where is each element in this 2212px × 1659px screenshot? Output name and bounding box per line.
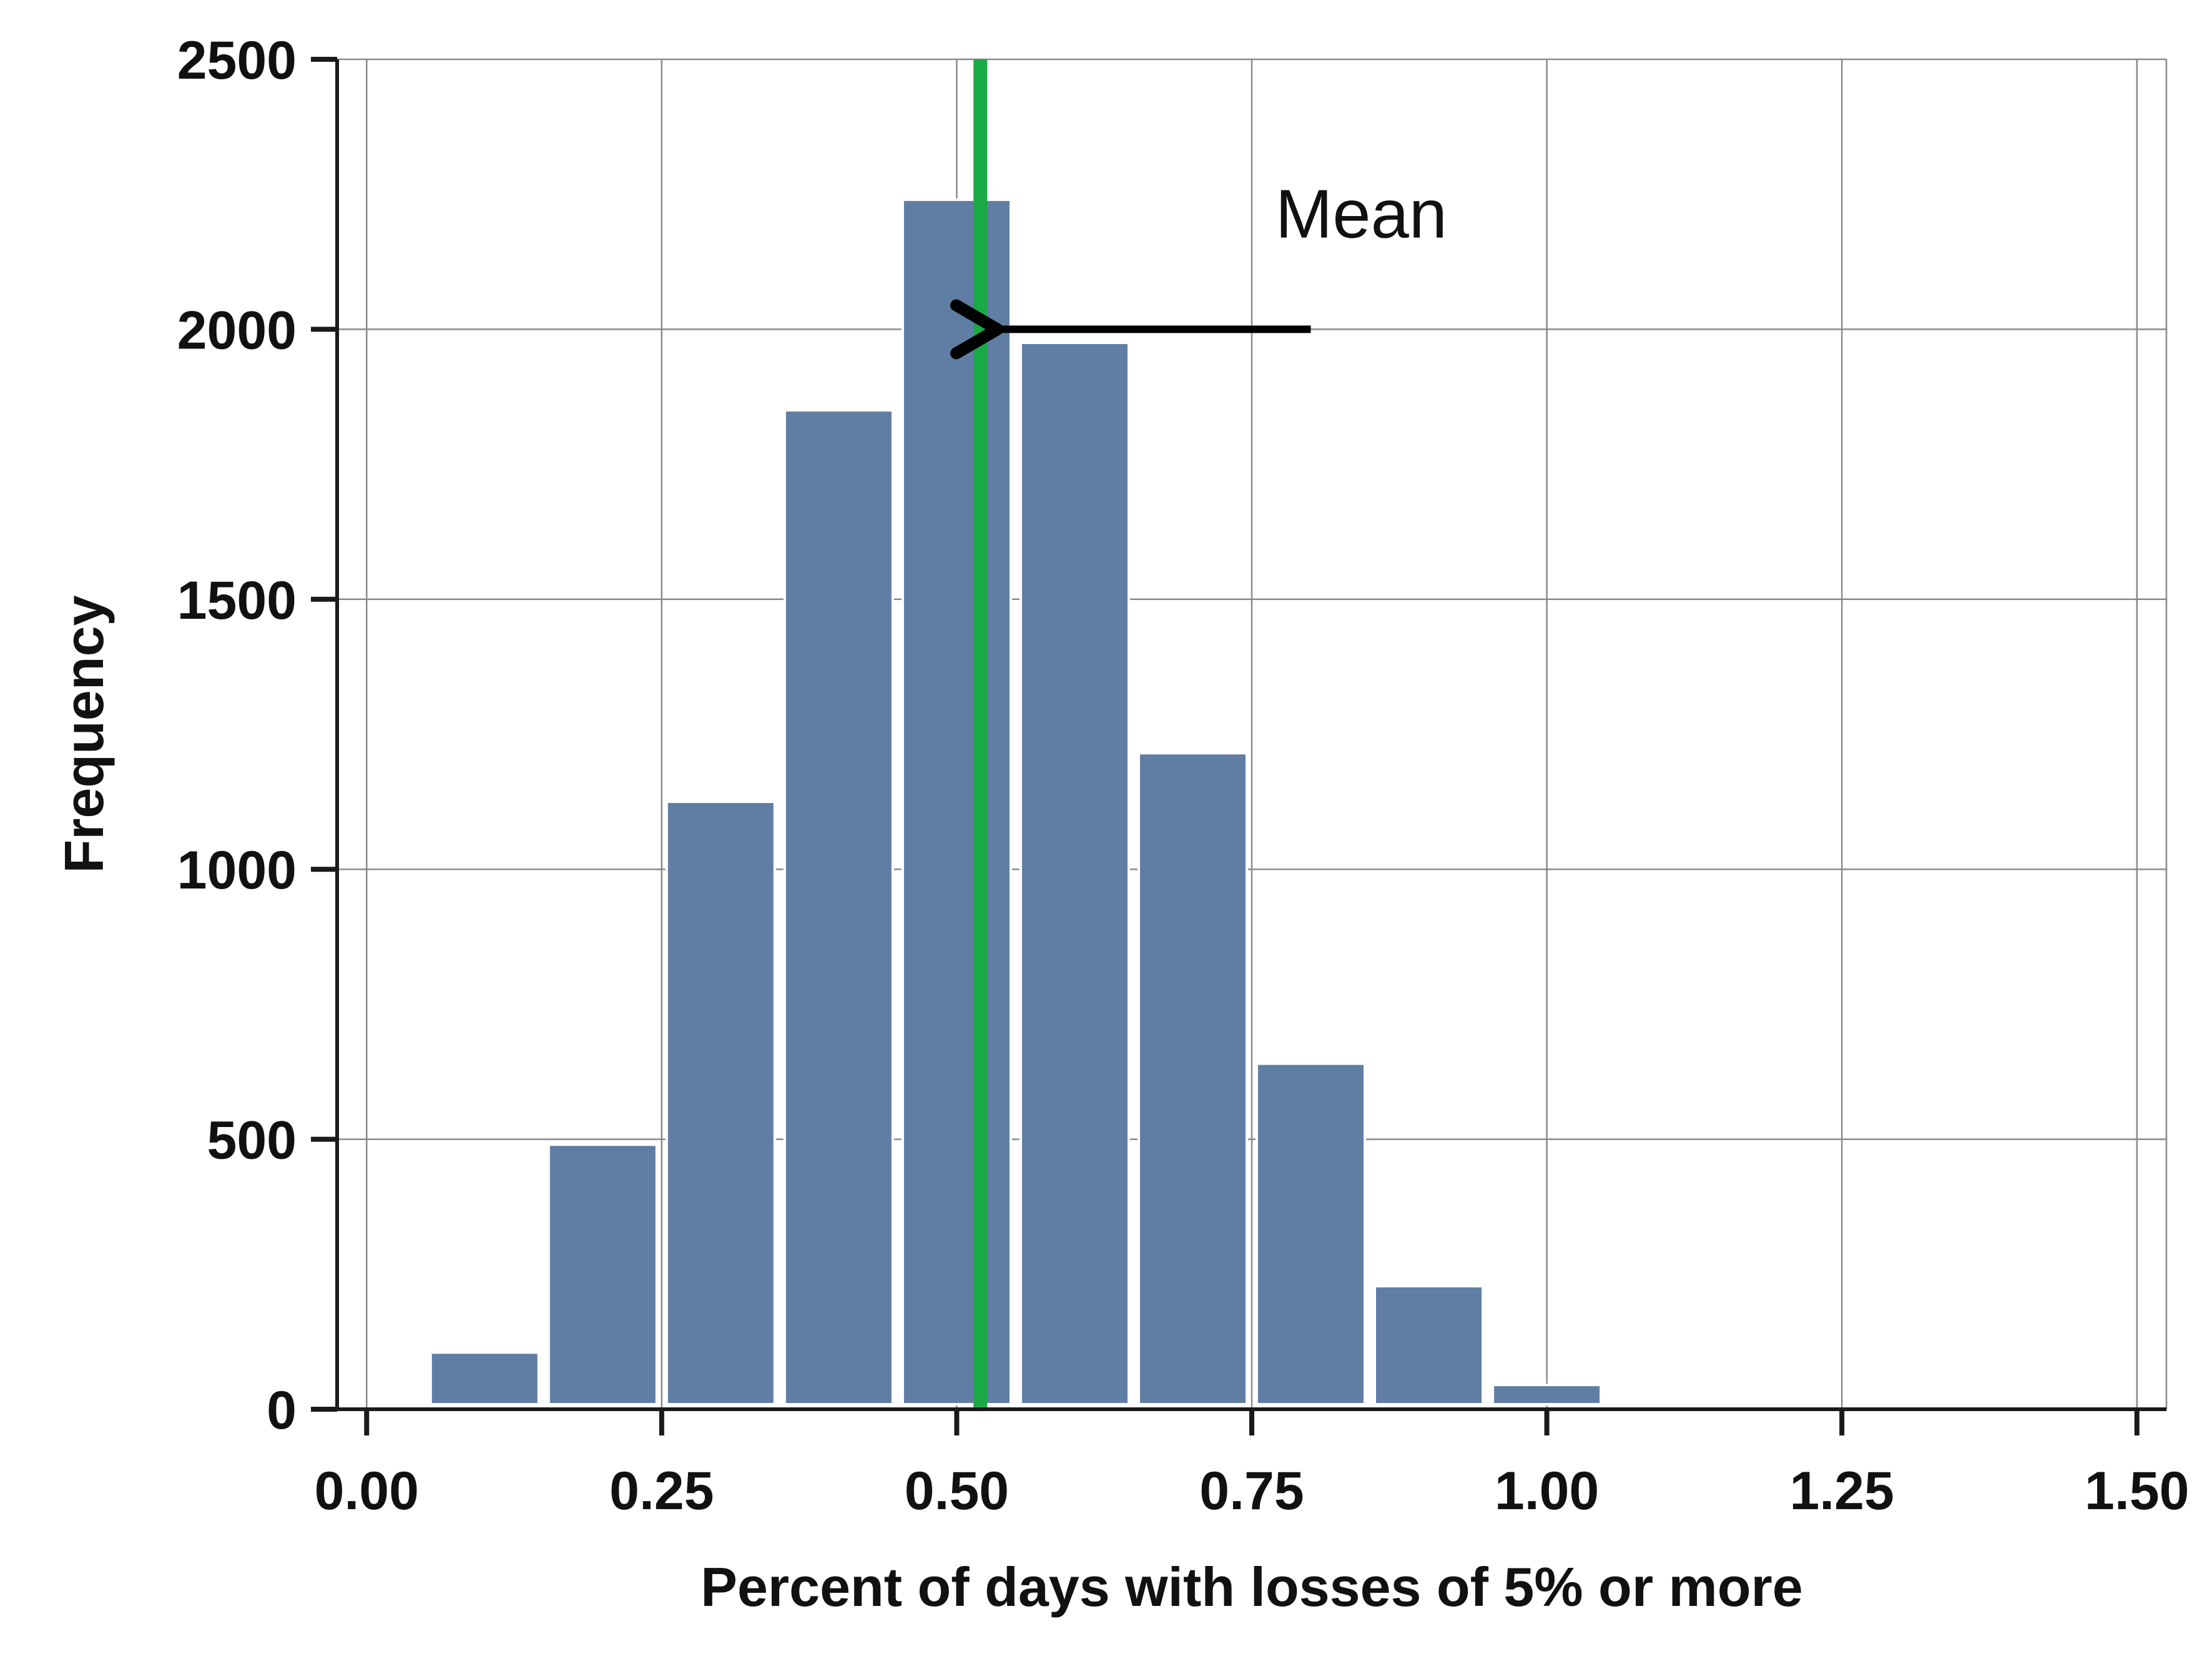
- y-tick-label-3: 1500: [177, 571, 297, 631]
- x-tick-label-3: 0.75: [1199, 1461, 1304, 1521]
- y-tick-label-1: 500: [207, 1111, 297, 1171]
- y-tick-label-4: 2000: [177, 300, 297, 360]
- mean-annotation-label: Mean: [1276, 175, 1447, 252]
- histogram-bar-2: [665, 800, 776, 1405]
- x-tick-label-4: 1.00: [1495, 1461, 1599, 1521]
- histogram-bar-8: [1374, 1284, 1485, 1406]
- histogram-bar-1: [547, 1143, 658, 1406]
- histogram-bars: [429, 198, 1603, 1406]
- x-tick-label-0: 0.00: [315, 1461, 419, 1521]
- mean-marker: [950, 59, 1311, 1409]
- tick-labels: 0.00 0.25 0.50 0.75 1.00 1.25 1.50 0 500 1000 1500…: [177, 31, 2190, 1521]
- axes: [311, 57, 2166, 1435]
- histogram-bar-6: [1137, 752, 1249, 1405]
- x-tick-label-1: 0.25: [609, 1461, 714, 1521]
- histogram-bar-0: [429, 1351, 540, 1406]
- x-axis-title: Percent of days with losses of 5% or mor…: [700, 1556, 1802, 1618]
- histogram-bar-7: [1256, 1062, 1367, 1405]
- x-tick-label-5: 1.25: [1789, 1461, 1894, 1521]
- y-tick-label-0: 0: [267, 1381, 297, 1440]
- y-axis-title: Frequency: [53, 595, 115, 873]
- histogram-bar-9: [1492, 1384, 1603, 1405]
- y-tick-label-2: 1000: [177, 840, 297, 900]
- histogram-bar-4: [901, 198, 1012, 1405]
- histogram-bar-5: [1019, 342, 1130, 1405]
- x-tick-label-2: 0.50: [905, 1461, 1009, 1521]
- y-tick-label-5: 2500: [177, 31, 297, 91]
- histogram-bar-3: [783, 409, 894, 1405]
- x-tick-label-6: 1.50: [2085, 1461, 2189, 1521]
